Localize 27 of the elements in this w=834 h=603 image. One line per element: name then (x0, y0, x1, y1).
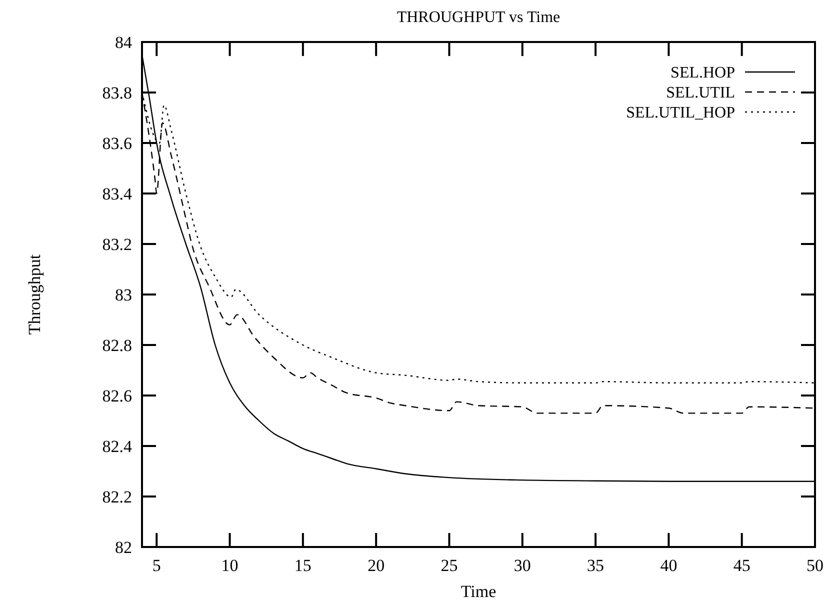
y-tick-label: 82.6 (102, 386, 132, 406)
x-tick-label: 10 (221, 556, 238, 575)
x-tick-label: 5 (152, 556, 161, 575)
legend-label: SEL.UTIL_HOP (626, 104, 736, 122)
legend-label: SEL.UTIL (666, 84, 735, 102)
y-tick-label: 82 (115, 538, 132, 557)
legend-label: SEL.HOP (670, 64, 736, 82)
x-tick-label: 45 (733, 556, 750, 575)
y-tick-label: 82.4 (102, 436, 132, 456)
x-tick-label: 25 (440, 556, 458, 575)
y-tick-label: 83.2 (102, 234, 132, 254)
x-tick-label: 20 (368, 556, 385, 575)
y-tick-label: 83.6 (102, 134, 132, 153)
x-tick-label: 15 (294, 556, 312, 575)
y-tick-label: 82.8 (102, 336, 132, 355)
y-tick-label: 83 (115, 285, 132, 304)
x-tick-label: 35 (587, 556, 604, 575)
x-axis-title: Time (460, 582, 496, 601)
y-tick-label: 83.4 (102, 184, 132, 204)
x-tick-label: 50 (806, 556, 824, 575)
y-tick-label: 84 (115, 32, 132, 52)
x-tick-label: 30 (514, 556, 531, 575)
y-axis-title: Throughput (25, 254, 44, 335)
y-tick-label: 83.8 (102, 83, 132, 102)
y-tick-label: 82.2 (102, 487, 132, 506)
x-tick-label: 40 (660, 556, 678, 575)
chart-title: THROUGHPUT vs Time (396, 9, 560, 26)
